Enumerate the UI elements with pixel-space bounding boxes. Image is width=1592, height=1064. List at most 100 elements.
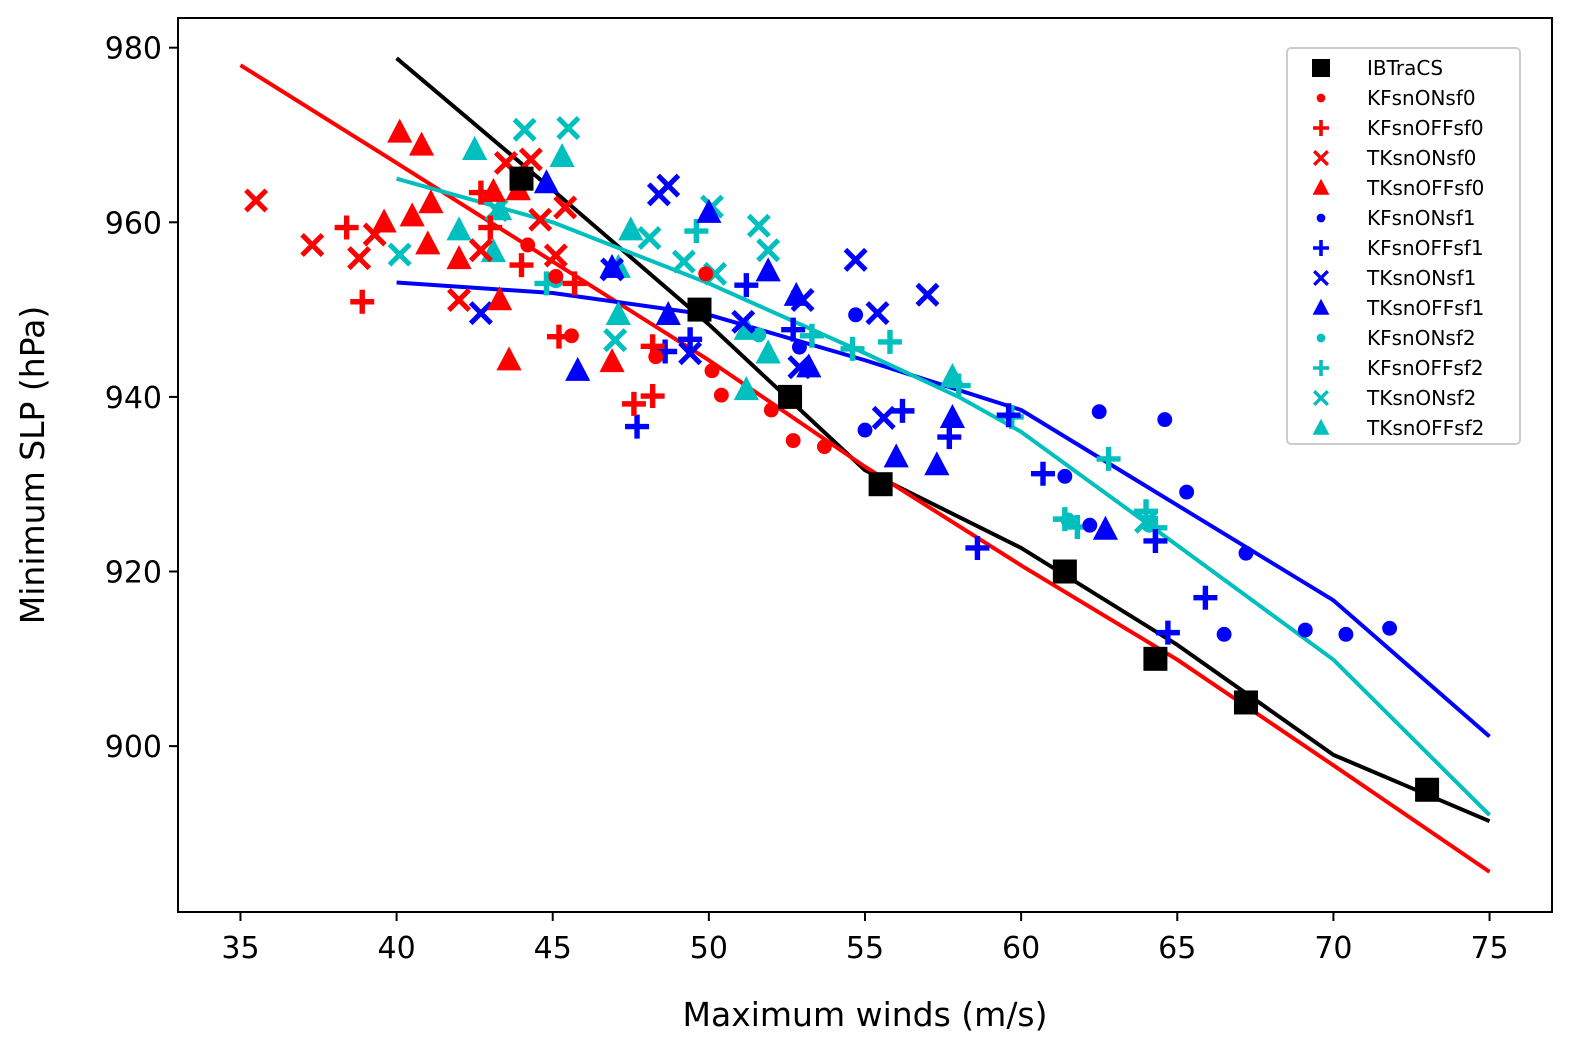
- data-point-tksnonsf1: [678, 341, 703, 366]
- data-point-kfsnoffsf0: [468, 180, 493, 205]
- data-point-kfsnonsf0: [520, 237, 536, 253]
- data-point-kfsnoffsf1: [937, 425, 962, 450]
- legend-marker-tksnoffsf1: [1312, 298, 1330, 315]
- data-point-kfsnoffsf0: [334, 215, 359, 240]
- legend-frame: [1286, 47, 1521, 445]
- legend-marker-tksnonsf0: [1313, 150, 1329, 166]
- data-point-kfsnoffsf1: [678, 327, 703, 352]
- data-point-kfsnonsf1: [1216, 626, 1232, 642]
- y-axis: 900 920 940 960 980: [105, 32, 178, 765]
- data-point-tksnonsf0: [468, 238, 493, 263]
- data-point-tksnoffsf1: [1092, 515, 1119, 540]
- data-point-kfsnonsf0: [785, 433, 801, 448]
- data-point-kfsnoffsf1: [965, 535, 990, 560]
- data-point-kfsnoffsf2: [877, 329, 902, 354]
- data-point-kfsnoffsf2: [840, 336, 865, 361]
- legend-marker-kfsnoffsf1: [1313, 240, 1329, 256]
- data-point-kfsnoffsf0: [509, 253, 534, 278]
- data-point-kfsnonsf1: [1382, 620, 1398, 636]
- data-point-ibtracs: [778, 384, 803, 409]
- data-point-kfsnonsf1: [791, 339, 807, 355]
- data-point-kfsnonsf1: [1091, 404, 1107, 420]
- data-point-tksnoffsf2: [605, 301, 631, 326]
- data-point-ibtracs: [1052, 559, 1077, 584]
- legend-label: TKsnOFFsf0: [1366, 176, 1484, 200]
- data-point-tksnoffsf1: [755, 257, 781, 282]
- legend: IBTraCS KFsnONsf0 KFsnOFFsf0 TKsnONsf0 TKsnO…: [1286, 47, 1521, 445]
- y-tick-label: 980: [105, 32, 162, 67]
- data-point-tksnoffsf0: [418, 189, 444, 214]
- data-point-kfsnonsf0: [713, 387, 729, 403]
- data-point-ibtracs: [1233, 690, 1258, 715]
- data-point-kfsnonsf0: [704, 363, 720, 379]
- data-point-kfsnonsf1: [848, 307, 864, 323]
- data-point-tksnonsf2: [637, 226, 662, 250]
- data-point-tksnoffsf0: [480, 177, 506, 202]
- y-tick-label: 920: [105, 556, 162, 591]
- data-point-tksnoffsf1: [533, 169, 560, 194]
- data-point-tksnoffsf1: [655, 301, 681, 326]
- data-point-kfsnonsf2: [1060, 512, 1076, 528]
- data-point-tksnonsf1: [600, 257, 625, 282]
- x-tick-label: 50: [690, 931, 728, 966]
- data-point-tksnoffsf1: [924, 451, 950, 476]
- data-point-tksnoffsf2: [480, 238, 506, 263]
- legend-label: KFsnONsf1: [1367, 206, 1476, 230]
- data-point-tksnonsf1: [790, 288, 815, 312]
- data-point-tksnonsf1: [468, 301, 493, 326]
- data-point-kfsnonsf0: [698, 266, 714, 282]
- x-axis-label: Maximum winds (m/s): [683, 995, 1048, 1034]
- y-tick-label: 940: [105, 381, 162, 416]
- legend-marker-kfsnonsf2: [1316, 333, 1326, 343]
- legend-label: TKsnONsf2: [1366, 386, 1476, 410]
- data-point-ibtracs: [1143, 646, 1168, 671]
- x-tick-label: 55: [846, 931, 884, 966]
- data-point-tksnonsf0: [528, 207, 553, 232]
- data-point-tksnoffsf0: [371, 208, 397, 233]
- data-point-kfsnonsf0: [816, 439, 832, 455]
- data-point-tksnonsf0: [543, 243, 568, 268]
- data-point-tksnoffsf1: [565, 356, 591, 381]
- data-point-tksnoffsf2: [755, 339, 781, 364]
- data-point-ibtracs: [687, 297, 712, 322]
- legend-label: TKsnOFFsf2: [1366, 416, 1484, 440]
- fit-line: [239, 63, 1491, 874]
- legend-label: TKsnONsf1: [1366, 266, 1476, 290]
- data-point-tksnoffsf2: [462, 136, 488, 161]
- data-point-tksnonsf2: [387, 242, 412, 267]
- data-point-tksnonsf1: [915, 282, 940, 307]
- data-point-kfsnonsf1: [1238, 545, 1254, 561]
- legend-marker-tksnonsf1: [1313, 270, 1329, 286]
- data-point-tksnoffsf1: [883, 443, 909, 468]
- data-point-kfsnonsf0: [763, 402, 779, 418]
- legend-label: KFsnONsf2: [1367, 326, 1476, 350]
- data-point-ibtracs: [868, 472, 893, 497]
- legend-label: TKsnOFFsf1: [1366, 296, 1484, 320]
- data-point-tksnoffsf0: [487, 286, 513, 311]
- y-tick-label: 960: [105, 206, 162, 241]
- data-point-kfsnoffsf0: [478, 215, 503, 240]
- data-point-tksnoffsf1: [696, 198, 722, 223]
- data-points: [244, 116, 1440, 802]
- data-point-kfsnoffsf2: [946, 373, 971, 398]
- y-tick-label: 900: [105, 730, 162, 765]
- x-tick-label: 40: [377, 931, 415, 966]
- data-point-tksnonsf0: [518, 147, 543, 172]
- x-tick-label: 70: [1314, 931, 1352, 966]
- data-point-tksnoffsf0: [496, 346, 522, 371]
- data-point-kfsnoffsf2: [684, 219, 709, 244]
- data-point-kfsnonsf0: [648, 349, 664, 365]
- data-point-kfsnoffsf2: [1096, 446, 1121, 471]
- data-point-tksnonsf2: [603, 328, 628, 353]
- data-point-kfsnoffsf1: [890, 398, 915, 423]
- legend-marker-tksnonsf2: [1313, 390, 1329, 406]
- data-point-tksnoffsf0: [399, 202, 425, 227]
- data-point-tksnoffsf0: [599, 348, 625, 373]
- data-point-tksnoffsf2: [618, 216, 644, 241]
- data-point-kfsnonsf1: [1082, 517, 1098, 533]
- data-point-kfsnoffsf1: [1031, 461, 1055, 486]
- data-point-kfsnoffsf1: [1143, 528, 1168, 553]
- data-point-tksnonsf2: [746, 213, 771, 238]
- data-point-tksnonsf2: [556, 116, 581, 140]
